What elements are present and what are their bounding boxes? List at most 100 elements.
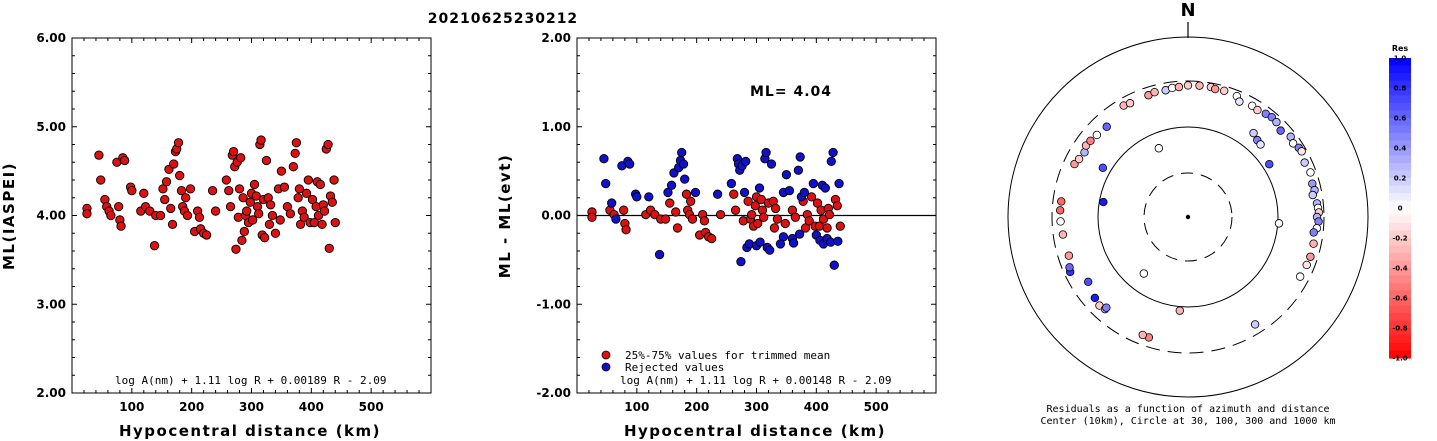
- data-point: [323, 139, 333, 150]
- data-point: [260, 233, 270, 243]
- station-point: [1249, 128, 1258, 138]
- circle-100km: [1097, 126, 1279, 308]
- rejected-point: [677, 147, 687, 158]
- rejected-point: [739, 187, 750, 198]
- colorbar-step: [1389, 260, 1411, 269]
- station-point: [1288, 139, 1298, 148]
- colorbar-step: [1389, 110, 1411, 119]
- rejected-point: [781, 170, 792, 180]
- data-point: [330, 217, 340, 228]
- station-point: [1309, 228, 1318, 237]
- left-formula: log A(nm) + 1.11 log R + 0.00189 R - 2.0…: [115, 374, 387, 387]
- data-point: [175, 170, 185, 181]
- station-point: [1102, 303, 1111, 312]
- middle-y-axis-label: ML - ML(evt): [496, 154, 514, 278]
- accepted-point: [772, 214, 783, 224]
- figure-title: 20210625230212: [428, 11, 578, 27]
- station-point: [1183, 81, 1193, 90]
- colorbar-title: Res: [1392, 44, 1409, 53]
- station-point: [1265, 160, 1274, 169]
- rejected-point: [625, 159, 635, 169]
- data-point: [242, 206, 252, 216]
- data-point: [249, 179, 260, 190]
- circle-300km: [1051, 80, 1325, 354]
- station-point: [1092, 130, 1102, 140]
- station-point: [1210, 84, 1220, 94]
- rejected-point: [601, 178, 611, 189]
- colorbar-step: [1389, 125, 1411, 134]
- station-point: [1099, 197, 1108, 207]
- data-point: [225, 201, 236, 212]
- data-point: [96, 175, 106, 185]
- accepted-point: [619, 205, 629, 215]
- colorbar-tick-label: 1.0: [1394, 55, 1407, 63]
- epicenter-dot: [1185, 214, 1191, 220]
- data-point: [114, 201, 124, 212]
- rejected-point: [644, 192, 654, 202]
- data-point: [279, 182, 290, 192]
- accepted-point: [706, 233, 717, 244]
- colorbar-step: [1389, 155, 1411, 164]
- station-point: [1150, 88, 1159, 97]
- colorbar-step: [1389, 170, 1411, 179]
- station-point: [1175, 306, 1185, 315]
- polar-caption-line2: Center (10km), Circle at 30, 100, 300 an…: [1040, 416, 1335, 427]
- data-point: [293, 193, 303, 203]
- data-point: [317, 219, 327, 230]
- station-point: [1302, 260, 1311, 270]
- data-point: [210, 206, 221, 216]
- data-point: [265, 200, 276, 210]
- circle-1000km: [1007, 36, 1369, 398]
- accepted-point: [832, 201, 842, 211]
- colorbar-step: [1389, 305, 1411, 314]
- data-point: [276, 166, 287, 176]
- accepted-point: [730, 205, 741, 215]
- colorbar-step: [1389, 148, 1411, 157]
- left-x-ticks: 100 200 300 400 500: [83, 38, 420, 414]
- station-point: [1250, 320, 1260, 329]
- y-tick-label: 2.00: [36, 386, 66, 400]
- colorbar-step: [1389, 88, 1411, 97]
- colorbar-step: [1389, 133, 1411, 142]
- station-point: [1235, 97, 1244, 106]
- data-point: [173, 138, 184, 148]
- data-point: [194, 212, 205, 222]
- data-point: [182, 210, 193, 221]
- data-point: [237, 235, 247, 246]
- data-point: [319, 206, 330, 216]
- accepted-point: [806, 192, 817, 202]
- legend-rejected-marker: [601, 362, 611, 372]
- rejected-point: [690, 187, 701, 198]
- station-point: [1080, 148, 1089, 157]
- colorbar-tick-label: -1.0: [1392, 355, 1407, 363]
- data-point: [329, 175, 339, 185]
- station-point: [1125, 99, 1135, 108]
- colorbar-tick-label: -0.2: [1392, 235, 1407, 243]
- accepted-point: [587, 212, 597, 222]
- data-point: [82, 209, 92, 219]
- colorbar-step: [1389, 65, 1411, 74]
- rejected-point: [793, 165, 804, 175]
- accepted-point: [770, 203, 781, 214]
- accepted-point: [671, 207, 681, 217]
- polar-panel: N Residuals as a function of azimuth and…: [1007, 0, 1369, 427]
- colorbar-step: [1389, 245, 1411, 254]
- colorbar-tick-label: 0.2: [1394, 175, 1407, 183]
- data-point: [264, 219, 275, 230]
- colorbar-step: [1389, 140, 1411, 149]
- accepted-point: [681, 189, 692, 199]
- data-point: [106, 210, 116, 221]
- data-point: [161, 177, 172, 187]
- accepted-point: [769, 223, 780, 233]
- colorbar-step: [1389, 208, 1411, 217]
- x-tick-label: 200: [179, 400, 204, 414]
- station-point: [1306, 168, 1315, 177]
- rejected-point: [754, 183, 765, 193]
- rejected-point: [741, 156, 751, 167]
- data-point: [301, 188, 312, 198]
- rejected-point: [833, 236, 843, 246]
- data-point: [327, 197, 337, 207]
- rejected-point: [788, 238, 799, 248]
- accepted-point: [687, 214, 698, 224]
- station-point: [1154, 144, 1164, 153]
